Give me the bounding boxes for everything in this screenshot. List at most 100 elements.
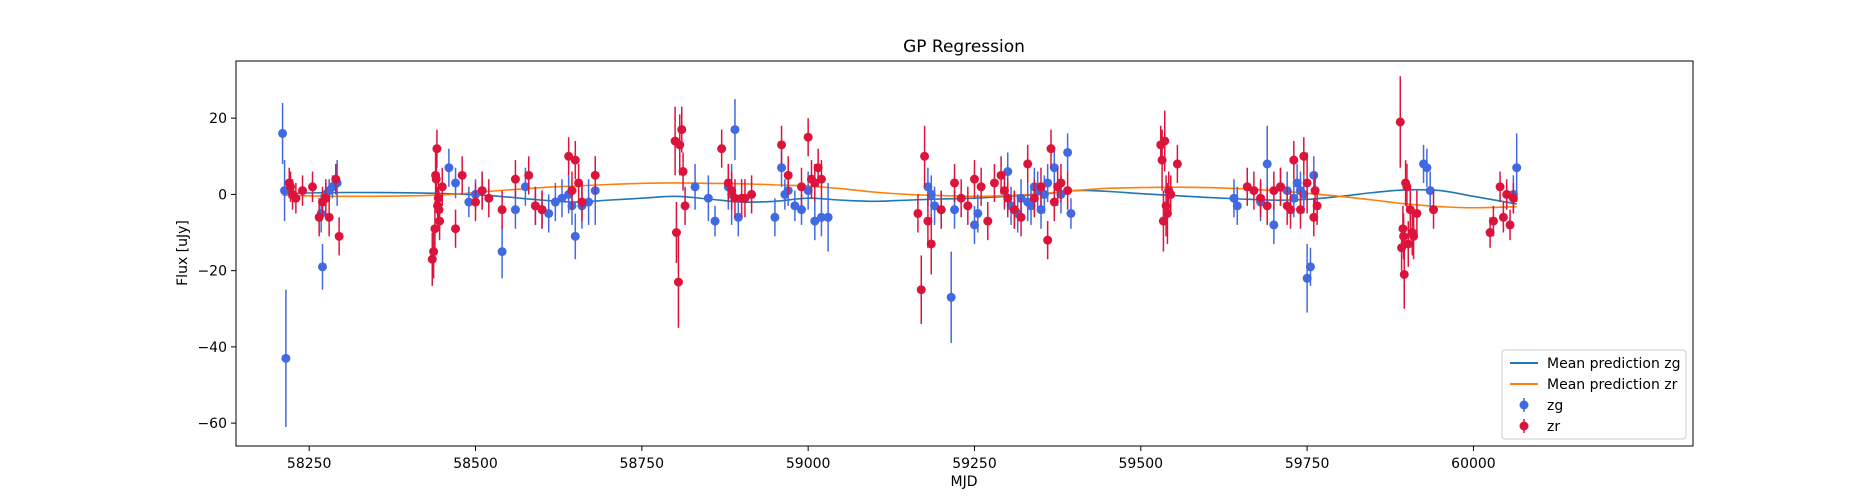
zg-marker (1299, 189, 1309, 199)
zg-point (497, 224, 507, 279)
zr-point (1043, 221, 1053, 260)
plot-frame (235, 60, 1694, 447)
zr-point (913, 194, 923, 233)
zg-marker (550, 197, 560, 207)
zr-marker (1003, 193, 1013, 203)
zr-point (1242, 167, 1252, 206)
zr-marker (926, 239, 936, 249)
zr-marker (574, 178, 584, 188)
legend-item-zg: zg (1519, 398, 1563, 414)
zr-point (1016, 198, 1026, 237)
zg-point (973, 194, 983, 233)
zr-point (427, 232, 437, 286)
chart-title: GP Regression (903, 37, 1025, 57)
zr-marker (1162, 208, 1172, 218)
y-tick-label: 20 (209, 111, 227, 127)
zr-marker (680, 201, 690, 211)
zg-marker (973, 208, 983, 218)
zr-point (783, 156, 793, 195)
zr-point (1256, 179, 1266, 218)
zr-marker (727, 186, 737, 196)
legend: Mean prediction zg Mean prediction zr zg zr (1501, 349, 1687, 440)
zg-marker (777, 163, 787, 173)
zr-point (1495, 171, 1505, 203)
zr-point (1023, 144, 1033, 183)
zg-marker (1026, 201, 1036, 211)
zg-marker (520, 182, 530, 192)
zr-point (1505, 209, 1515, 241)
zr-marker (1285, 205, 1295, 215)
zr-point (717, 129, 727, 168)
zr-point (989, 163, 999, 203)
zr-point (471, 182, 481, 222)
zr-point (334, 217, 344, 256)
zr-point (999, 171, 1009, 210)
zg-point (1422, 148, 1432, 187)
zr-marker (730, 193, 740, 203)
zr-marker (477, 186, 487, 196)
zr-point (803, 118, 813, 157)
zr-point (435, 202, 445, 241)
zr-marker (983, 216, 993, 226)
zr-point (291, 182, 301, 214)
zr-point (437, 167, 447, 206)
x-tick-label: 59500 (1119, 456, 1164, 472)
zg-point (281, 289, 291, 427)
zg-marker (1036, 205, 1046, 215)
zg-marker (1425, 186, 1435, 196)
zr-marker (969, 174, 979, 184)
zg-marker (1302, 273, 1312, 283)
mean-prediction-zr-line (282, 182, 1517, 209)
zr-point (1299, 137, 1309, 176)
zg-point (550, 182, 560, 222)
zr-point (1409, 213, 1419, 260)
y-tick-label: 0 (218, 187, 227, 203)
zr-marker (916, 285, 926, 295)
zr-point (976, 167, 986, 206)
zr-point (1036, 167, 1046, 206)
zr-marker (1403, 239, 1413, 249)
zg-point (730, 99, 740, 161)
zg-point (1512, 133, 1522, 203)
zr-marker (963, 201, 973, 211)
zr-point (920, 125, 930, 187)
zg-point (1229, 179, 1239, 218)
zg-marker (281, 353, 291, 363)
zr-point (477, 171, 487, 210)
zr-point (1429, 190, 1439, 229)
zr-point (484, 179, 494, 218)
zg-point (570, 213, 580, 260)
zr-point (570, 141, 580, 180)
legend-item-mean-zg: Mean prediction zg (1510, 356, 1681, 372)
zg-marker (317, 262, 327, 272)
zg-point (816, 198, 826, 237)
zr-point (950, 163, 960, 203)
zr-marker (1063, 186, 1073, 196)
zr-marker (1310, 186, 1320, 196)
zr-marker (564, 151, 574, 161)
legend-item-mean-zr: Mean prediction zr (1510, 377, 1678, 393)
zg-marker (816, 212, 826, 222)
zr-marker (530, 201, 540, 211)
zr-point (564, 137, 574, 176)
y-tick-label: −60 (197, 416, 227, 432)
zr-marker (451, 224, 461, 234)
zr-marker (1495, 182, 1505, 192)
zr-marker (524, 170, 534, 180)
zr-marker (590, 170, 600, 180)
zr-point (1312, 186, 1322, 225)
zr-marker (1262, 201, 1272, 211)
zr-point (298, 175, 308, 206)
zg-marker (946, 292, 956, 302)
x-axis: 58250 58500 58750 59000 59250 59500 59750 60000 (287, 446, 1496, 472)
zg-marker (1043, 178, 1053, 188)
zr-point (983, 202, 993, 241)
zr-marker (797, 182, 807, 192)
zr-marker (471, 197, 481, 207)
zr-point (936, 190, 946, 229)
zr-point (321, 179, 331, 218)
zr-point (969, 160, 979, 199)
zr-marker (717, 144, 727, 154)
zr-marker (432, 144, 442, 154)
zr-point (1160, 110, 1170, 172)
